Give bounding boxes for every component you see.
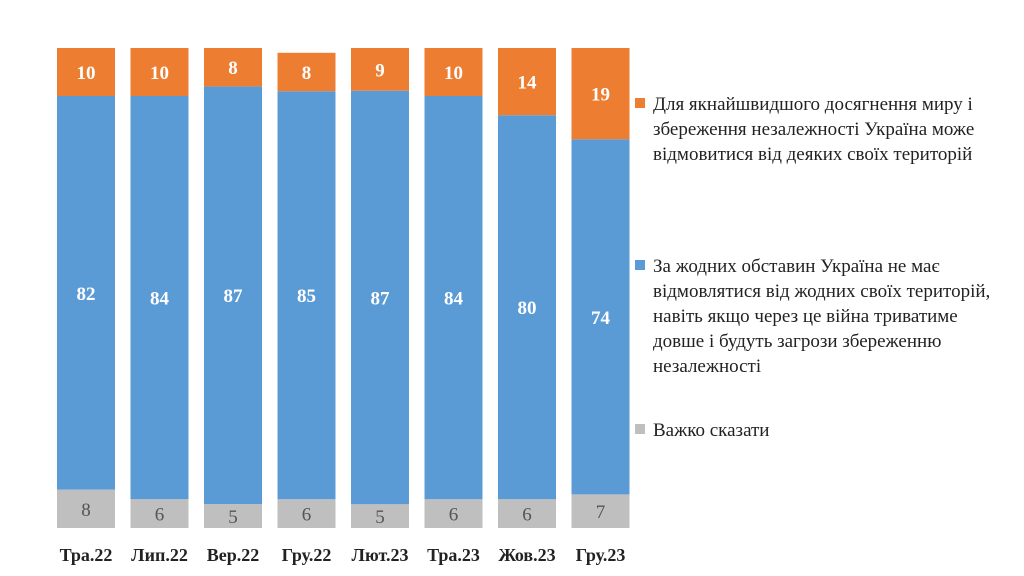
- data-label-2-5: 10: [444, 63, 463, 84]
- data-label-1-0: 82: [77, 284, 96, 305]
- bar-segment-0-0: [57, 489, 115, 528]
- bar-segment-2-7: [571, 48, 630, 140]
- bar-segment-1-3: [277, 91, 336, 500]
- data-label-1-3: 85: [297, 286, 316, 307]
- bar-segment-2-6: [498, 48, 556, 116]
- bar-segment-1-0: [57, 96, 115, 490]
- bar-segment-2-5: [424, 48, 483, 96]
- bar-segment-1-7: [571, 139, 630, 495]
- legend-label: Для якнайшвидшого досягнення миру і збер…: [653, 94, 975, 165]
- bar-segment-2-2: [204, 48, 262, 87]
- legend-label: Важко сказати: [653, 420, 770, 441]
- data-label-0-2: 5: [228, 507, 238, 528]
- x-tick-label-7: Гру.23: [576, 545, 626, 565]
- data-label-0-5: 6: [449, 505, 459, 526]
- bar-segment-2-0: [57, 48, 115, 96]
- legend-swatch-gray: [635, 424, 645, 434]
- data-label-0-4: 5: [375, 507, 385, 528]
- data-label-1-5: 84: [444, 289, 464, 310]
- bar-segment-2-1: [130, 48, 189, 96]
- bar-segment-0-2: [204, 504, 262, 528]
- data-label-0-6: 6: [522, 505, 532, 526]
- data-label-1-7: 74: [591, 308, 611, 329]
- bar-segment-1-2: [204, 86, 262, 505]
- data-label-2-1: 10: [150, 63, 169, 84]
- data-label-2-4: 9: [375, 60, 385, 81]
- x-tick-label-0: Тра.22: [60, 545, 113, 565]
- data-label-2-6: 14: [518, 73, 538, 94]
- x-tick-label-6: Жов.23: [498, 545, 555, 565]
- legend-swatch-blue: [635, 260, 645, 270]
- bar-segment-1-4: [351, 90, 409, 505]
- data-label-0-0: 8: [81, 500, 91, 521]
- data-label-0-3: 6: [302, 505, 312, 526]
- data-label-2-0: 10: [77, 63, 96, 84]
- bar-segment-1-6: [498, 115, 556, 500]
- bar-segment-0-1: [130, 499, 189, 528]
- data-label-1-2: 87: [224, 286, 244, 307]
- bar-segment-0-7: [571, 494, 630, 528]
- bar-segment-0-6: [498, 499, 556, 528]
- x-tick-label-2: Вер.22: [207, 545, 260, 565]
- legend-swatch-orange: [635, 98, 645, 108]
- legend-item-hard-to-say: Важко сказати: [635, 418, 993, 443]
- data-label-2-3: 8: [302, 63, 312, 84]
- bar-segment-2-4: [351, 48, 409, 91]
- bar-segment-2-3: [277, 52, 336, 92]
- bar-segment-0-3: [277, 499, 336, 528]
- data-label-2-2: 8: [228, 58, 238, 79]
- data-label-0-1: 6: [155, 505, 165, 526]
- bar-segment-0-5: [424, 499, 483, 528]
- bar-segment-0-4: [351, 504, 409, 528]
- data-label-2-7: 19: [591, 85, 610, 106]
- legend-item-no-concession: За жодних обставин Україна не має відмов…: [635, 254, 993, 379]
- data-label-0-7: 7: [596, 502, 606, 523]
- bar-segment-1-1: [130, 96, 189, 500]
- x-tick-label-5: Тра.23: [427, 545, 480, 565]
- x-tick-label-3: Гру.22: [282, 545, 332, 565]
- legend-label: За жодних обставин Україна не має відмов…: [653, 256, 991, 377]
- x-tick-label-4: Лют.23: [352, 545, 409, 565]
- legend-item-concede-territory: Для якнайшвидшого досягнення миру і збер…: [635, 92, 993, 167]
- bar-segment-1-5: [424, 96, 483, 500]
- data-label-1-1: 84: [150, 289, 170, 310]
- x-tick-label-1: Лип.22: [131, 545, 188, 565]
- data-label-1-4: 87: [371, 289, 391, 310]
- data-label-1-6: 80: [518, 298, 537, 319]
